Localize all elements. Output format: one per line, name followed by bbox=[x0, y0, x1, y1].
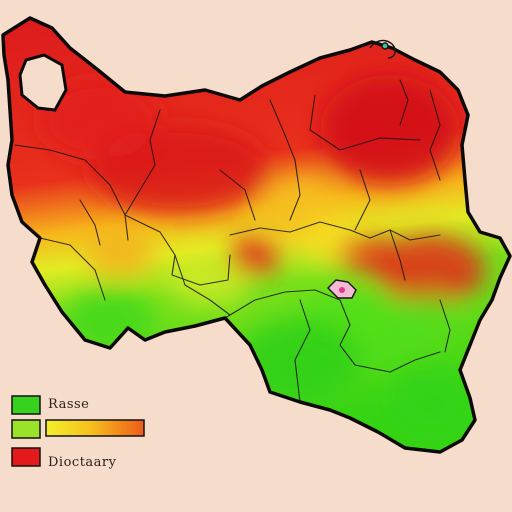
region-borders bbox=[14, 79, 451, 403]
legend-swatch-low bbox=[11, 395, 41, 415]
country-border bbox=[1, 16, 512, 454]
legend-label-low: Rasse bbox=[48, 397, 90, 412]
top-marker bbox=[369, 39, 396, 59]
legend bbox=[11, 395, 145, 467]
legend-gradient-bar bbox=[45, 419, 145, 437]
legend-swatch-mid bbox=[11, 419, 41, 439]
legend-swatch-high bbox=[11, 447, 41, 467]
lake-shape bbox=[18, 53, 68, 112]
capital-marker bbox=[327, 279, 357, 299]
legend-label-high: Dioctaary bbox=[48, 455, 117, 470]
